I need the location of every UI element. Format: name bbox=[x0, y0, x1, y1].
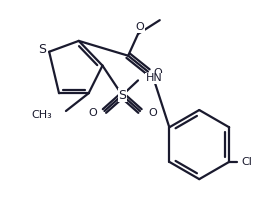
Text: O: O bbox=[154, 68, 163, 78]
Text: S: S bbox=[118, 89, 126, 102]
Text: HN: HN bbox=[146, 73, 163, 83]
Text: S: S bbox=[38, 43, 46, 56]
Text: CH₃: CH₃ bbox=[31, 110, 52, 120]
Text: O: O bbox=[148, 108, 157, 118]
Text: O: O bbox=[89, 108, 97, 118]
Text: Cl: Cl bbox=[241, 157, 252, 167]
Text: O: O bbox=[136, 22, 144, 32]
